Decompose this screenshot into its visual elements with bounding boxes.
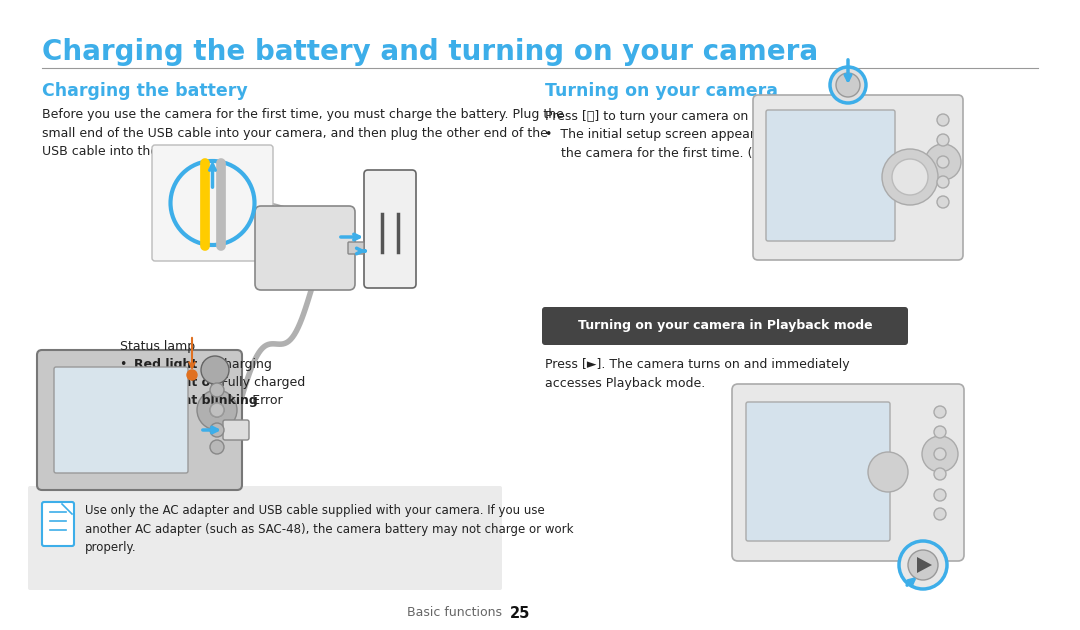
Text: Charging the battery: Charging the battery [42, 82, 247, 100]
Text: : Charging: : Charging [207, 358, 272, 371]
Circle shape [937, 176, 949, 188]
FancyBboxPatch shape [54, 367, 188, 473]
Circle shape [868, 452, 908, 492]
FancyBboxPatch shape [152, 145, 273, 261]
Text: 25: 25 [510, 606, 530, 621]
Text: : Fully charged: : Fully charged [214, 376, 306, 389]
FancyBboxPatch shape [732, 384, 964, 561]
Circle shape [831, 67, 866, 103]
Circle shape [937, 156, 949, 168]
FancyBboxPatch shape [364, 170, 416, 288]
FancyBboxPatch shape [348, 242, 364, 254]
FancyBboxPatch shape [37, 350, 242, 490]
Circle shape [187, 370, 197, 380]
FancyBboxPatch shape [542, 307, 908, 345]
Circle shape [210, 440, 224, 454]
Circle shape [899, 541, 947, 589]
Text: Turning on your camera: Turning on your camera [545, 82, 778, 100]
Circle shape [937, 114, 949, 126]
Circle shape [934, 406, 946, 418]
FancyBboxPatch shape [766, 110, 895, 241]
Circle shape [908, 550, 939, 580]
Circle shape [210, 403, 224, 417]
FancyBboxPatch shape [746, 402, 890, 541]
Text: Before you use the camera for the first time, you must charge the battery. Plug : Before you use the camera for the first … [42, 108, 564, 158]
Text: Status lamp: Status lamp [120, 340, 195, 353]
Circle shape [934, 468, 946, 480]
Circle shape [922, 436, 958, 472]
Text: Red light off: Red light off [134, 376, 221, 389]
Text: Charging the battery and turning on your camera: Charging the battery and turning on your… [42, 38, 819, 66]
FancyBboxPatch shape [28, 486, 502, 590]
Circle shape [937, 196, 949, 208]
Text: : Error: : Error [244, 394, 283, 407]
Circle shape [934, 489, 946, 501]
Text: •: • [120, 376, 132, 389]
Text: Press [⏻] to turn your camera on or off.: Press [⏻] to turn your camera on or off. [545, 110, 788, 123]
Circle shape [934, 508, 946, 520]
Circle shape [892, 159, 928, 195]
Circle shape [924, 144, 961, 180]
Circle shape [210, 383, 224, 397]
Circle shape [836, 73, 860, 97]
FancyBboxPatch shape [42, 502, 75, 546]
Text: Red light on: Red light on [134, 358, 219, 371]
Text: •: • [120, 358, 132, 371]
Circle shape [201, 356, 229, 384]
Circle shape [882, 149, 939, 205]
Circle shape [934, 448, 946, 460]
Text: Red light blinking: Red light blinking [134, 394, 258, 407]
FancyBboxPatch shape [255, 206, 355, 290]
Text: Use only the AC adapter and USB cable supplied with your camera. If you use
anot: Use only the AC adapter and USB cable su… [85, 504, 573, 554]
Polygon shape [917, 557, 932, 573]
FancyBboxPatch shape [753, 95, 963, 260]
Text: Turning on your camera in Playback mode: Turning on your camera in Playback mode [578, 319, 873, 333]
FancyBboxPatch shape [222, 420, 249, 440]
Text: Basic functions: Basic functions [407, 606, 510, 619]
Text: •: • [120, 394, 132, 407]
Circle shape [210, 423, 224, 437]
Text: •  The initial setup screen appears when you turn on
    the camera for the firs: • The initial setup screen appears when … [545, 128, 875, 159]
Circle shape [937, 134, 949, 146]
Text: Press [►]. The camera turns on and immediately
accesses Playback mode.: Press [►]. The camera turns on and immed… [545, 358, 850, 389]
Circle shape [197, 390, 237, 430]
Circle shape [934, 426, 946, 438]
Circle shape [210, 403, 224, 417]
